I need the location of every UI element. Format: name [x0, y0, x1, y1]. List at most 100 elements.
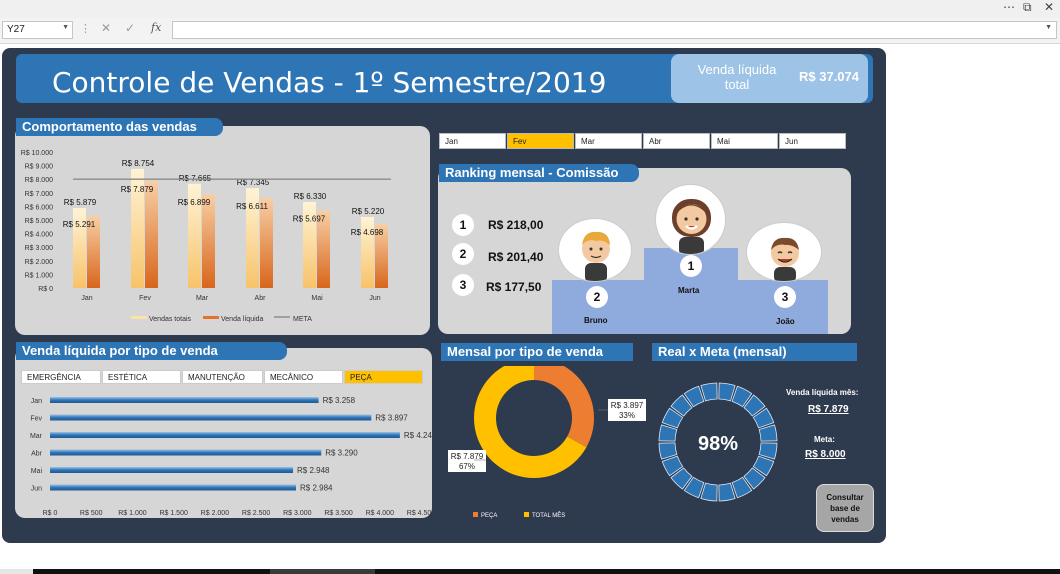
gauge-segment [658, 442, 678, 460]
consultar-base-button[interactable]: Consultar base de vendas [816, 484, 874, 532]
data-label-total: R$ 5.879 [64, 198, 97, 207]
data-label-liquida: R$ 7.879 [121, 185, 154, 194]
venda-mes-label: Venda líquida mês: [786, 388, 859, 397]
y-tick-label: R$ 0 [38, 286, 53, 293]
tipo-button-1[interactable]: EMERGÊNCIA [21, 370, 101, 384]
gauge-segment [683, 476, 705, 499]
y-tick-label: Mai [31, 468, 43, 475]
month-button-jan[interactable]: Jan [439, 133, 506, 149]
y-tick-label: R$ 2.000 [25, 259, 54, 266]
month-button-mai[interactable]: Mai [711, 133, 778, 149]
meta-value: R$ 8.000 [805, 449, 846, 460]
meta-label: Meta: [814, 435, 835, 444]
name-box[interactable]: Y27 ▼ [2, 21, 73, 39]
x-tick-label: R$ 4.000 [366, 510, 395, 516]
data-label-total: R$ 7.345 [237, 178, 270, 187]
data-label-pct: 33% [619, 411, 635, 420]
more-options-icon[interactable]: ⋯ [1003, 0, 1015, 14]
x-tick-label: R$ 1.500 [159, 510, 188, 516]
restore-window-icon[interactable]: ⧉ [1023, 0, 1032, 14]
month-button-mar[interactable]: Mar [575, 133, 642, 149]
tipo-button-2[interactable]: ESTÉTICA [102, 370, 181, 384]
gauge-segment [700, 482, 718, 502]
bar-vendas-totais [303, 201, 316, 288]
x-tick-label: Fev [139, 295, 151, 302]
x-tick-label: Mar [196, 295, 209, 302]
taskbar-strip [0, 569, 1060, 574]
close-icon[interactable]: ✕ [1044, 0, 1055, 14]
podium-badge-3: 3 [774, 286, 796, 308]
tipo-button-5[interactable]: PEÇA [344, 370, 423, 384]
gauge-segment [743, 467, 766, 490]
podium-name-3: João [776, 317, 795, 326]
data-label-total: R$ 8.754 [122, 159, 155, 168]
formula-input[interactable]: ▼ [172, 21, 1057, 39]
y-tick-label: R$ 1.000 [25, 272, 54, 279]
ranking-title: Ranking mensal - Comissão [439, 164, 639, 182]
rank-number-1: 1 [452, 214, 474, 236]
data-label: R$ 2.948 [297, 466, 330, 475]
enter-icon[interactable]: ✓ [125, 21, 136, 35]
avatar-joao [746, 222, 822, 282]
avatar-marta [655, 184, 726, 255]
bar-venda-liquida [145, 180, 158, 288]
legend-total: Vendas totais [149, 316, 192, 323]
x-tick-label: R$ 3.000 [283, 510, 312, 516]
cancel-icon[interactable]: ✕ [101, 21, 112, 35]
hbar [50, 484, 297, 491]
y-tick-label: R$ 9.000 [25, 164, 54, 171]
bar-vendas-totais [361, 217, 374, 288]
tipo-title: Venda líquida por tipo de venda [16, 342, 287, 360]
bar-vendas-totais [73, 208, 86, 288]
label-box [608, 399, 646, 421]
data-label-pct: 67% [459, 462, 475, 471]
gauge-segment [670, 394, 693, 417]
data-label: R$ 3.897 [611, 401, 644, 410]
tipo-hbar-chart: Jan R$ 3.258 Fev R$ 3.897 Mar R$ 4.244 Abr R$ 3… [30, 396, 432, 516]
gauge-segment [670, 467, 693, 490]
bar-vendas-totais [246, 188, 259, 288]
legend-peca: PEÇA [481, 513, 497, 519]
rank-value-1: R$ 218,00 [488, 218, 544, 232]
podium-badge-1: 1 [680, 255, 702, 277]
bar-vendas-totais [188, 183, 201, 288]
gauge-segment [658, 424, 678, 442]
hbar [50, 432, 400, 438]
rank-number-2: 2 [452, 243, 474, 265]
legend-meta: META [293, 316, 312, 323]
y-tick-label: R$ 8.000 [25, 177, 54, 184]
bar-venda-liquida [317, 210, 330, 288]
chevron-down-icon[interactable]: ▼ [62, 24, 69, 31]
fx-icon[interactable]: fx [151, 21, 162, 34]
x-tick-label: R$ 0 [43, 510, 58, 516]
formula-bar: Y27 ▼ ⋮ ✕ ✓ fx ▼ [0, 18, 1060, 44]
window-top-strip: ⋯ ⧉ ✕ [0, 0, 1060, 18]
y-tick-label: R$ 6.000 [25, 204, 54, 211]
bar-venda-liquida [202, 194, 215, 288]
y-tick-label: Jun [31, 486, 42, 493]
month-button-jun[interactable]: Jun [779, 133, 846, 149]
total-box: Venda líquida total R$ 37.074 [671, 54, 868, 103]
legend-liquida: Venda líquida [221, 316, 264, 323]
x-tick-label: Jun [369, 295, 380, 302]
data-label-liquida: R$ 6.611 [236, 202, 268, 211]
comportamento-title: Comportamento das vendas [16, 118, 223, 136]
real-meta-title: Real x Meta (mensal) [652, 343, 857, 361]
data-label: R$ 3.897 [375, 414, 408, 423]
gauge-segment [700, 382, 718, 402]
bar-vendas-totais [131, 168, 144, 288]
chevron-down-icon[interactable]: ▼ [1045, 24, 1052, 31]
legend-swatch-peca [473, 512, 478, 517]
month-button-fev[interactable]: Fev [507, 133, 574, 149]
x-tick-label: R$ 1.000 [118, 510, 147, 516]
tipo-button-3[interactable]: MANUTENÇÃO [182, 370, 263, 384]
bar-venda-liquida [260, 198, 273, 288]
tipo-button-4[interactable]: MECÂNICO [264, 370, 343, 384]
title-bar: Controle de Vendas - 1º Semestre/2019 Ve… [16, 54, 873, 103]
gauge-segment [743, 394, 766, 417]
month-button-abr[interactable]: Abr [643, 133, 710, 149]
podium-name-1: Marta [678, 286, 700, 295]
gauge-segment [752, 407, 775, 429]
gauge-segment [731, 476, 753, 499]
